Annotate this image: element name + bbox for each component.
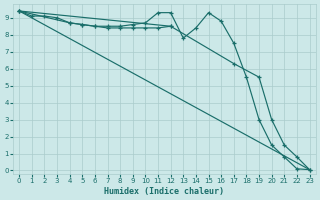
- X-axis label: Humidex (Indice chaleur): Humidex (Indice chaleur): [104, 187, 224, 196]
